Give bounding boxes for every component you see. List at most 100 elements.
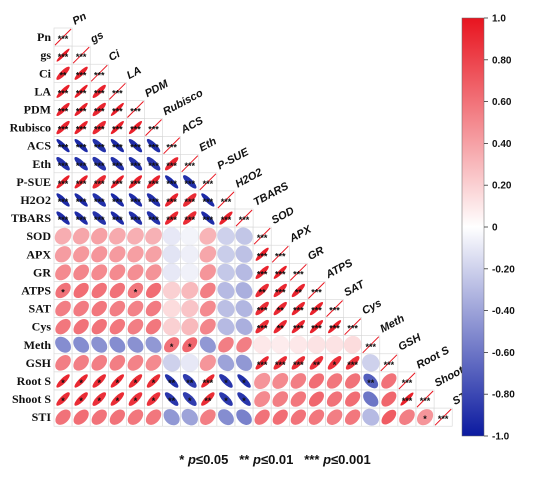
colorbar-tick-label: 0.60 [492, 97, 512, 108]
matrix-cell: *** [325, 317, 344, 337]
column-label: Eth [197, 135, 219, 154]
significance-stars: *** [166, 143, 177, 153]
correlation-ellipse [146, 211, 161, 225]
matrix-cell: *** [415, 389, 435, 409]
correlation-ellipse [326, 391, 343, 407]
matrix-cell: *** [53, 208, 73, 228]
correlation-ellipse [199, 318, 216, 335]
correlation-ellipse [91, 246, 108, 263]
significance-stars: * [61, 396, 65, 406]
matrix-cell [53, 407, 73, 427]
correlation-ellipse [181, 299, 199, 318]
correlation-ellipse [325, 335, 344, 354]
correlation-ellipse [201, 392, 215, 406]
matrix-cell [180, 281, 200, 300]
correlation-ellipse [237, 392, 251, 406]
correlation-ellipse [109, 409, 126, 425]
matrix-cell: * [71, 389, 91, 409]
matrix-cell [216, 317, 236, 337]
correlation-ellipse [56, 193, 70, 207]
matrix-cell [89, 407, 109, 427]
significance-stars: * [242, 378, 246, 388]
significance-stars: *** [293, 269, 304, 279]
correlation-ellipse [327, 356, 342, 370]
significance-stars: *** [130, 161, 141, 171]
matrix-cell [162, 299, 182, 318]
matrix-cell: *** [126, 190, 145, 210]
correlation-ellipse [74, 175, 88, 189]
correlation-ellipse [381, 373, 397, 389]
matrix-cell: *** [144, 136, 163, 156]
correlation-ellipse [74, 139, 88, 153]
significance-stars: *** [130, 143, 141, 153]
correlation-ellipse [128, 211, 143, 225]
matrix-cell: ** [53, 63, 73, 83]
matrix-cell: *** [198, 208, 218, 228]
significance-stars: *** [293, 306, 304, 316]
matrix-cell: *** [71, 100, 91, 119]
matrix-cell: *** [89, 154, 109, 174]
significance-stars: * [116, 378, 120, 388]
significance-stars: *** [58, 52, 69, 62]
matrix-cell [216, 335, 236, 355]
matrix-cell: *** [307, 281, 326, 300]
matrix-cell [89, 262, 109, 282]
correlation-ellipse [255, 283, 269, 298]
correlation-ellipse [217, 263, 235, 281]
diagonal-mark [108, 82, 126, 100]
significance-stars: *** [365, 342, 376, 352]
correlation-ellipse [201, 374, 215, 388]
matrix-cell: * [126, 389, 145, 409]
significance-stars: *** [130, 106, 141, 116]
correlation-ellipse [255, 247, 269, 261]
matrix-cell: *** [71, 190, 91, 210]
significance-stars: *** [148, 161, 159, 171]
correlation-ellipse [217, 318, 235, 336]
correlation-ellipse [343, 335, 362, 354]
significance-stars: *** [384, 360, 395, 370]
significance-stars: *** [76, 179, 87, 189]
matrix-cell [108, 407, 127, 427]
correlation-ellipse [183, 211, 197, 225]
matrix-cell: ** [307, 353, 326, 373]
correlation-ellipse [56, 102, 70, 117]
colorbar-tick-label: 0.80 [492, 55, 512, 66]
matrix-cell: *** [270, 244, 290, 264]
matrix-cell [89, 226, 109, 246]
significance-stars: * [188, 396, 192, 406]
matrix-cell [198, 226, 218, 246]
matrix-cell: *** [162, 172, 182, 192]
significance-stars: * [242, 396, 246, 406]
correlation-ellipse [162, 299, 181, 318]
significance-stars: *** [112, 143, 123, 153]
significance-stars: *** [166, 161, 177, 171]
correlation-ellipse [110, 392, 125, 406]
matrix-cell [397, 407, 417, 427]
matrix-cell [198, 407, 218, 427]
matrix-cell [343, 407, 363, 427]
column-label: GR [306, 245, 326, 263]
row-label: Meth [24, 338, 52, 352]
correlation-ellipse [92, 374, 106, 388]
significance-stars: *** [76, 52, 87, 62]
row-label: GR [33, 265, 51, 279]
matrix-cell [307, 407, 326, 427]
significance-stars: *** [148, 125, 159, 135]
matrix-cell [325, 389, 344, 409]
correlation-ellipse [109, 300, 126, 317]
column-label: gs [88, 29, 106, 46]
diagonal-mark [72, 46, 90, 64]
colorbar-gradient [461, 17, 485, 437]
matrix-cell: *** [198, 172, 218, 192]
correlation-ellipse [92, 392, 107, 406]
significance-stars: *** [76, 161, 87, 171]
correlation-ellipse [110, 139, 124, 153]
correlation-ellipse [127, 336, 144, 353]
matrix-cell [53, 353, 73, 373]
matrix-cell: *** [108, 118, 127, 137]
matrix-cell: *** [108, 172, 127, 192]
colorbar-tick-label: -0.40 [492, 306, 515, 317]
matrix-cell: *** [126, 154, 145, 174]
matrix-cell [162, 353, 182, 373]
correlation-ellipse [255, 319, 269, 334]
